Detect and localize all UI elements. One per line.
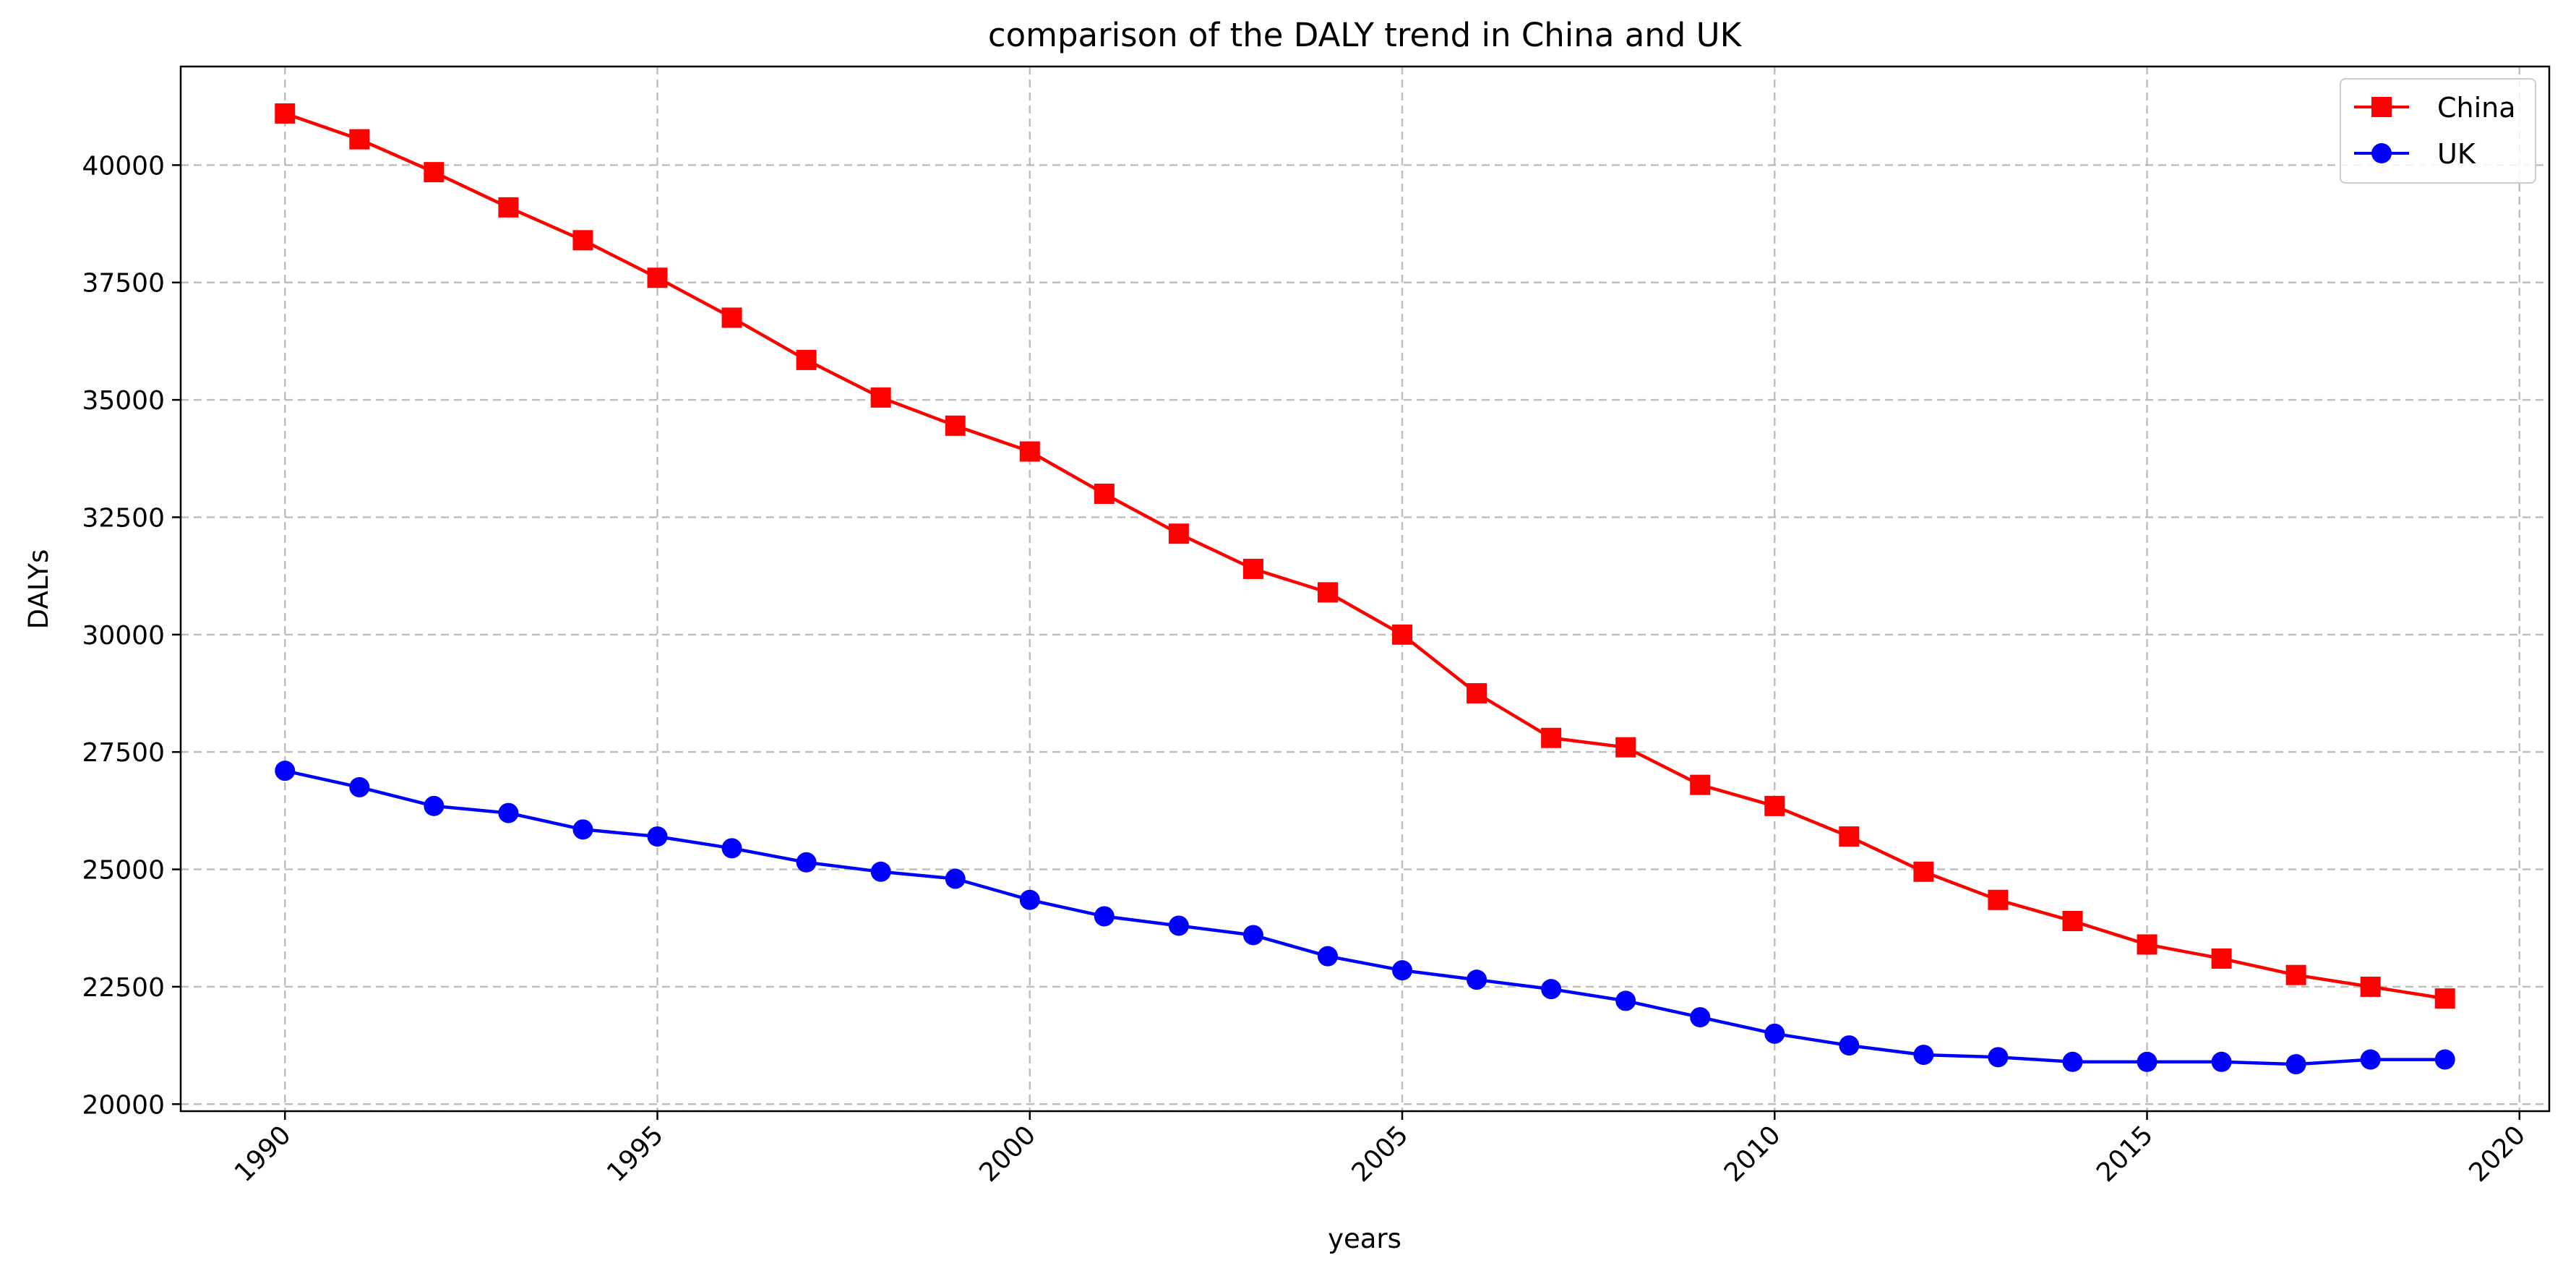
y-tick-label: 35000 [82, 386, 165, 416]
data-point-uk [1168, 915, 1189, 936]
data-point-china [424, 162, 445, 183]
data-point-uk [2062, 1051, 2083, 1072]
legend: China UK [2340, 78, 2536, 184]
data-point-china [1690, 774, 1711, 795]
data-point-china [647, 267, 668, 288]
data-point-uk [1988, 1047, 2009, 1068]
data-point-uk [2434, 1049, 2455, 1070]
y-tick-label: 32500 [82, 503, 165, 533]
y-tick-label: 37500 [82, 269, 165, 299]
chart-title: comparison of the DALY trend in China an… [988, 16, 1743, 54]
y-tick-label: 27500 [82, 738, 165, 768]
data-point-uk [1392, 960, 1413, 981]
data-point-china [1615, 737, 1636, 758]
y-axis: 20000 22500 25000 27500 30000 32500 35000 37500… [82, 151, 181, 1120]
data-point-china [2062, 910, 2083, 931]
data-point-china [1094, 483, 1115, 504]
data-point-uk [1690, 1007, 1711, 1028]
data-point-uk [424, 795, 445, 816]
y-tick-label: 40000 [82, 151, 165, 181]
data-point-uk [2211, 1051, 2232, 1072]
legend-label-uk: UK [2437, 138, 2476, 170]
data-point-china [1242, 558, 1263, 579]
data-point-uk [945, 868, 966, 889]
data-point-uk [796, 852, 817, 873]
data-point-uk [1541, 979, 1562, 1000]
data-point-uk [721, 838, 742, 859]
legend-marker-square [2371, 97, 2392, 117]
data-point-uk [2285, 1054, 2306, 1075]
data-point-china [796, 349, 817, 370]
data-point-china [2211, 948, 2232, 969]
data-point-uk [2360, 1049, 2381, 1070]
data-point-uk [1839, 1035, 1860, 1056]
data-point-uk [572, 819, 593, 840]
data-point-uk [647, 826, 668, 847]
series-line-china [284, 111, 2446, 1001]
y-axis-title: DALYs [23, 549, 54, 630]
y-tick-label: 25000 [82, 856, 165, 886]
data-point-uk [1615, 990, 1636, 1011]
data-point-china [1541, 727, 1562, 748]
series-uk [275, 761, 2455, 1075]
data-point-china [1988, 889, 2009, 910]
data-point-china [721, 307, 742, 328]
y-tick-label: 22500 [82, 973, 165, 1003]
data-point-china [2285, 964, 2306, 985]
data-point-uk [1317, 946, 1338, 967]
data-point-china [349, 129, 370, 150]
data-point-china [1168, 523, 1189, 544]
data-point-china [1392, 624, 1413, 645]
data-point-uk [1467, 969, 1487, 990]
data-point-uk [2137, 1051, 2158, 1072]
grid [181, 67, 2549, 1111]
data-point-china [1467, 683, 1487, 703]
data-point-china [1839, 826, 1860, 847]
y-tick-label: 20000 [82, 1090, 165, 1120]
data-point-uk [1094, 906, 1115, 927]
data-point-china [1317, 582, 1338, 603]
legend-entry-china: China [2354, 92, 2516, 124]
data-point-china [498, 197, 519, 218]
data-point-uk [275, 761, 296, 782]
data-point-china [2137, 934, 2158, 955]
data-point-china [2434, 988, 2455, 1009]
legend-marker-circle [2371, 143, 2392, 163]
data-point-uk [1913, 1045, 1934, 1066]
data-point-china [572, 230, 593, 251]
series-line-uk [284, 769, 2445, 1066]
legend-entry-uk: UK [2354, 138, 2476, 170]
data-point-uk [870, 861, 891, 882]
data-point-china [945, 415, 966, 436]
data-point-uk [1764, 1023, 1785, 1044]
data-point-china [1019, 441, 1040, 462]
data-point-china [1764, 795, 1785, 816]
x-axis-title: years [1328, 1223, 1401, 1254]
data-point-china [1913, 861, 1934, 882]
data-point-china [275, 103, 296, 124]
series-layer [275, 103, 2455, 1075]
data-point-uk [1242, 925, 1263, 946]
data-point-uk [1019, 889, 1040, 910]
data-point-uk [498, 802, 519, 823]
y-tick-label: 30000 [82, 621, 165, 651]
plot-frame [179, 65, 2551, 1113]
legend-label-china: China [2437, 92, 2516, 124]
data-point-uk [349, 776, 370, 797]
series-china [275, 103, 2455, 1009]
data-point-china [870, 387, 891, 408]
data-point-china [2360, 976, 2381, 997]
